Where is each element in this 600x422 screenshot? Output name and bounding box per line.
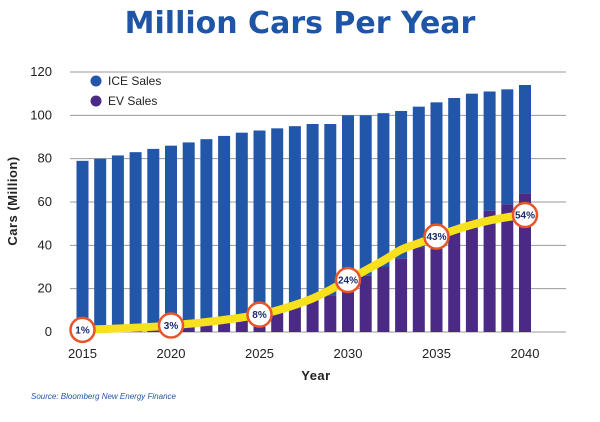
legend-marker	[90, 95, 102, 107]
ev-bar	[412, 247, 425, 332]
ice-bar	[111, 155, 124, 329]
x-tick-label: 2020	[157, 346, 186, 361]
x-tick-label: 2025	[245, 346, 274, 361]
legend-marker	[90, 75, 102, 87]
y-tick-label: 100	[30, 107, 52, 122]
ice-bar	[465, 93, 478, 220]
share-marker	[69, 316, 96, 344]
ev-bar	[342, 280, 354, 332]
ice-bar	[359, 115, 372, 276]
share-marker-label: 3%	[164, 321, 179, 332]
source-note: Source: Bloomberg New Energy Finance	[31, 392, 177, 401]
y-tick-label: 120	[30, 64, 52, 79]
ev-share-curve	[78, 211, 529, 334]
share-marker-label: 54%	[515, 211, 535, 222]
ev-bar	[288, 303, 301, 332]
ev-bar	[501, 204, 514, 332]
ev-bar	[359, 275, 372, 332]
ev-bar	[324, 295, 337, 332]
chart-title: Million Cars Per Year	[125, 6, 476, 41]
ev-bar	[519, 193, 531, 332]
share-marker-label: 1%	[75, 325, 90, 336]
ev-bar	[306, 299, 319, 332]
ice-bar	[342, 115, 354, 280]
ice-bar	[165, 145, 177, 326]
ice-bar	[218, 135, 231, 319]
ev-bar	[200, 321, 213, 332]
ev-bar	[395, 258, 408, 332]
share-marker-label: 8%	[252, 310, 267, 321]
ev-bar	[430, 236, 443, 332]
x-tick-label: 2040	[511, 346, 540, 361]
share-marker	[157, 312, 185, 339]
ice-bar	[129, 152, 142, 328]
ice-bar	[324, 124, 337, 296]
ev-bar	[465, 219, 478, 332]
ev-share-line	[78, 211, 529, 334]
share-marker-label: 24%	[338, 276, 358, 287]
x-tick-label: 2030	[334, 346, 363, 361]
ice-bar	[306, 124, 319, 300]
ice-bar	[288, 126, 301, 304]
x-tick-label: 2035	[422, 346, 451, 361]
y-tick-label: 20	[38, 281, 52, 296]
legend-label: ICE Sales	[108, 74, 161, 88]
ice-bar	[430, 102, 443, 237]
ice-bar	[235, 132, 248, 317]
y-tick-label: 60	[38, 194, 52, 209]
y-tick-label: 40	[38, 237, 52, 252]
ice-bar	[395, 111, 408, 259]
ev-bar	[483, 210, 496, 332]
ice-bar	[147, 148, 160, 327]
ice-bar	[271, 128, 284, 309]
y-axis-title: Cars (Million)	[5, 156, 20, 245]
ice-bar	[448, 98, 461, 228]
ice-bar	[200, 139, 213, 322]
bars	[76, 85, 531, 332]
share-marker	[246, 301, 273, 328]
legend-label: EV Sales	[108, 94, 157, 108]
ice-bar	[519, 85, 531, 194]
ev-bar	[377, 267, 390, 332]
ice-bar	[94, 158, 107, 330]
share-marker	[334, 266, 362, 294]
x-axis-title: Year	[301, 368, 330, 383]
x-tick-label: 2015	[68, 346, 97, 361]
y-tick-labels: 0 20 40 60 80 100 120	[30, 64, 52, 339]
ice-bar	[412, 106, 425, 248]
x-tick-labels: 2015 2020 2025 2030 2035 2040	[68, 346, 539, 361]
ice-bar	[182, 142, 195, 324]
ice-bar	[253, 130, 266, 313]
ice-bar	[483, 91, 496, 211]
ice-bar	[377, 113, 390, 268]
y-tick-label: 80	[38, 151, 52, 166]
share-marker	[511, 201, 539, 229]
ice-bar	[76, 160, 89, 330]
share-marker	[423, 223, 450, 250]
ev-share-markers: 1% 3% 8% 24% 43% 54%	[69, 201, 539, 344]
share-marker-label: 43%	[426, 232, 446, 243]
ev-bar	[448, 228, 461, 332]
legend: ICE Sales EV Sales	[90, 74, 161, 108]
ice-bar	[501, 89, 514, 205]
y-tick-label: 0	[45, 324, 52, 339]
